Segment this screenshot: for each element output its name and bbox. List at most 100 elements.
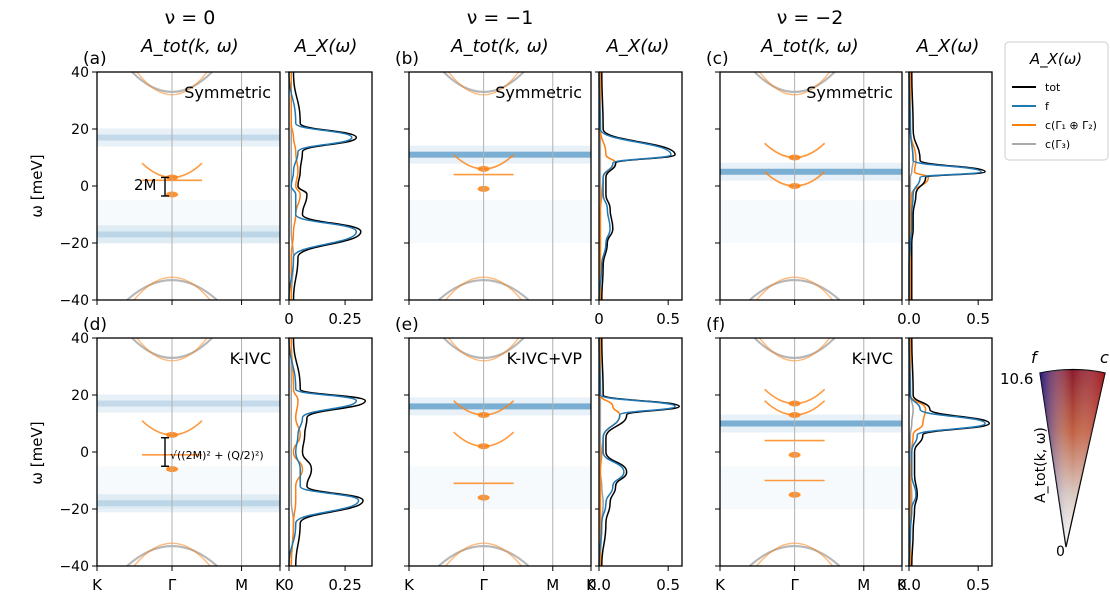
heatmap-frame-f [719,337,903,567]
state-label-b: Symmetric [495,83,582,102]
xtick-label-d-3: K [275,576,286,594]
xtick-label-f-0: K [715,576,726,594]
panel-letter-c: (c) [706,49,729,69]
spectral-line-e-tot [601,337,680,567]
col-header-atot-0: A_tot(k, ω) [140,36,238,57]
ytick-label-a--20: −20 [59,236,89,252]
ytick-label-a--40: −40 [59,293,89,309]
spectral-line-a-tot [292,71,362,301]
spectral-line-e-f [598,337,676,567]
spectral-frame-a [288,71,373,301]
band-haze-a [97,200,280,243]
ytick-label-d--20: −20 [59,502,89,518]
flat-band-glow-a-0 [97,128,280,147]
xtick-label-f-3: K [897,576,908,594]
spectral-xtick-label-a-0: 0 [284,310,294,328]
heatmap-frame-a [96,71,281,301]
spectral-line-f-tot [911,337,990,567]
spectral-line-b-tot [601,71,676,301]
spectral-line-b-f [598,71,672,301]
flat-band-d-1 [97,500,280,507]
flat-band-b-0 [409,151,591,158]
legend: A_X(ω) tot f c(Γ₁ ⊕ Γ₂) c(Γ₃) [1004,41,1109,161]
spectral-xtick-label-f-1: 0.5 [966,576,990,594]
spectral-xtick-label-b-0: 0 [594,310,604,328]
spectral-panels: 0 0.25 0 0.5 0.0 0.5 0 0.25 0.0 0.5 0.0 0.5 [284,71,993,594]
spectral-xtick-label-d-0: 0 [284,576,294,594]
gap-annotation-2m: 2M [134,176,157,194]
spectral-xtick-label-c-1: 0.5 [966,310,990,328]
spectral-xtick-label-b-1: 0.5 [656,310,680,328]
flat-band-e-0 [409,403,591,410]
spectral-line-b-c [599,72,617,300]
spectral-xtick-label-a-1: 0.25 [328,310,361,328]
gap-annotation-sqrt: √((2M)² + (Q/2)²) [170,449,264,462]
state-label-a: Symmetric [184,83,271,102]
legend-title: A_X(ω) [1029,50,1082,69]
ytick-label-d-20: 20 [71,388,89,404]
panel-letter-b: (b) [395,49,419,69]
col-header-atot-2: A_tot(k, ω) [760,36,858,57]
spectral-line-c-tot [911,71,986,300]
state-label-d: K-IVC [230,349,271,368]
band-haze-f [720,466,902,509]
xtick-label-d-1: Γ [168,576,177,594]
state-label-c: Symmetric [806,83,893,102]
xtick-label-e-1: Γ [479,576,488,594]
flat-band-c-0 [720,168,902,175]
band-haze-b [409,200,591,243]
heatmap-panels: −40 −20 0 20 40 −40 −20 0 20 40 K Γ M K K Γ M K K Γ M K [59,65,908,594]
spectral-xtick-label-f-0: 0.0 [897,576,921,594]
col-header-ax-0: A_X(ω) [294,36,358,57]
spectral-line-c-f [908,71,982,300]
spectral-line-e-c [599,338,621,566]
col-header-atot-1: A_tot(k, ω) [450,36,548,57]
xtick-label-f-1: Γ [790,576,799,594]
ytick-label-a-20: 20 [71,122,89,138]
xtick-label-e-2: M [546,576,559,594]
ytick-label-d-0: 0 [80,445,89,461]
ytick-label-a-0: 0 [80,179,89,195]
col-header-nu-2: ν = −2 [777,7,844,29]
spectral-line-f-f [908,337,986,567]
spectral-line-a-f [288,71,358,301]
ytick-label-a-40: 40 [71,65,89,81]
flat-band-glow-d-0 [97,394,280,413]
colorbar: 10.6 0 f c A_tot(k, ω) [1000,348,1109,560]
legend-label-1: f [1045,100,1050,113]
col-header-ax-1: A_X(ω) [606,36,670,57]
spectral-frame-d [288,337,373,567]
spectral-frame-f [908,337,993,567]
colorbar-left-label: f [1031,348,1039,367]
heatmap-frame-c [719,71,903,301]
heatmap-frame-b [408,71,592,301]
band-haze-d [97,466,280,509]
spectral-line-d-tot [292,337,367,567]
panel-letter-e: (e) [395,315,419,335]
y-axis-label-bottom: ω [meV] [28,421,46,484]
state-label-e: K-IVC+VP [507,349,583,368]
spectral-xtick-label-e-1: 0.5 [656,576,680,594]
band-haze-e [409,466,591,509]
colorbar-max-label: 10.6 [1000,370,1033,388]
flat-band-f-0 [720,420,902,427]
ytick-label-d--40: −40 [59,559,89,575]
spectral-frame-b [598,71,683,301]
colorbar-wedge-hue [1040,369,1105,547]
spectral-line-d-f [288,337,360,567]
colorbar-min-label: 0 [1056,544,1065,560]
legend-label-0: tot [1045,81,1061,94]
y-axis-label-top: ω [meV] [28,154,46,217]
col-header-nu-0: ν = 0 [165,7,216,29]
panel-letter-d: (d) [83,315,107,335]
flat-band-d-0 [97,400,280,407]
panel-letter-f: (f) [706,315,725,335]
legend-box [1004,41,1109,161]
xtick-label-d-0: K [92,576,103,594]
col-header-nu-1: ν = −1 [467,7,534,29]
spectral-frame-e [598,337,683,567]
xtick-label-d-2: M [235,576,248,594]
flat-band-a-1 [97,231,280,238]
xtick-label-e-0: K [404,576,415,594]
